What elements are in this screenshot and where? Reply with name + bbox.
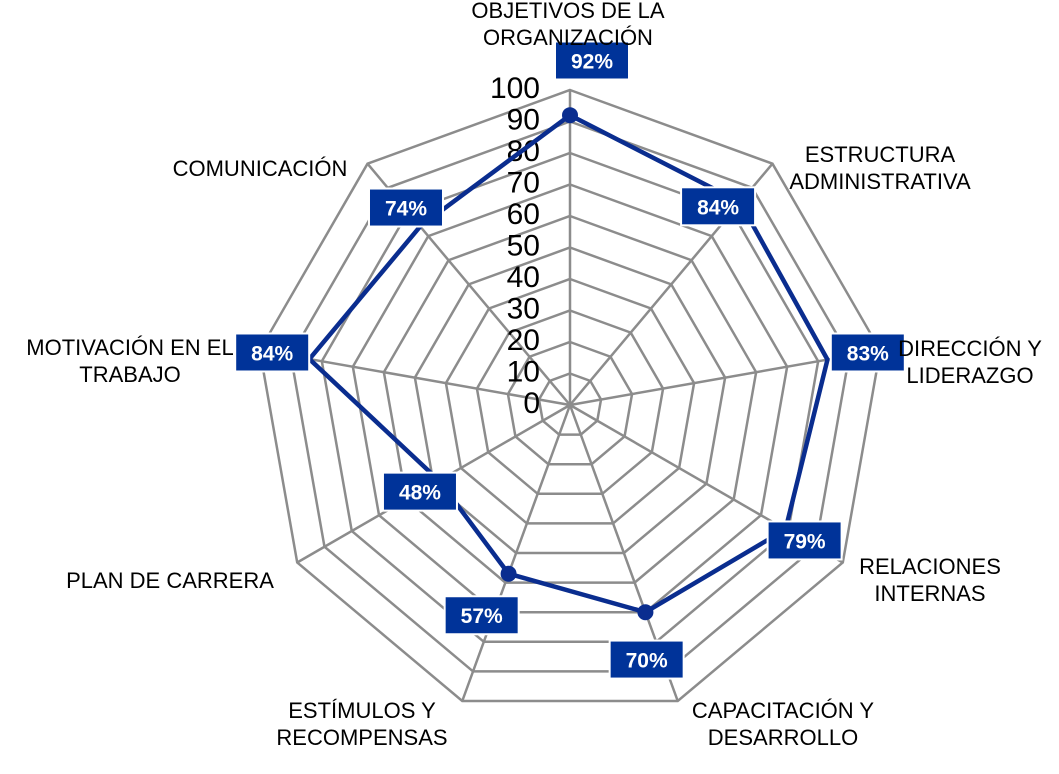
data-label-text: 74% [385, 198, 427, 221]
data-point [562, 107, 578, 124]
tick-label: 70 [507, 167, 540, 200]
data-label-box [381, 471, 458, 512]
data-label: 48% [381, 471, 458, 512]
grid-ring [444, 277, 696, 525]
data-point [637, 604, 654, 621]
data-point [500, 565, 517, 582]
tick-label: 0 [523, 387, 540, 420]
series-line [307, 112, 830, 615]
data-label: 92% [554, 40, 630, 81]
grid-ring [258, 88, 882, 703]
category-label: ESTRUCTURA ADMINISTRATIVA [789, 142, 971, 194]
data-label-box [766, 520, 843, 561]
grid-ring [506, 340, 634, 466]
tick-label: 50 [507, 230, 540, 263]
data-label: 57% [443, 595, 520, 636]
data-label-text: 92% [571, 51, 613, 74]
grid-ring [382, 214, 758, 584]
data-label-box [234, 332, 311, 373]
category-labels: OBJETIVOS DE LA ORGANIZACIÓN ESTRUCTURA ADM… [26, 0, 1042, 750]
tick-label: 90 [507, 104, 540, 137]
grid-ring [475, 309, 665, 496]
data-label-box [680, 186, 757, 227]
data-label: 83% [829, 332, 906, 373]
category-label: OBJETIVOS DE LA ORGANIZACIÓN [471, 0, 664, 50]
grid-ring [537, 372, 603, 436]
grid-ring [413, 246, 727, 555]
category-label: PLAN DE CARRERA [66, 568, 274, 593]
grid-spoke [461, 404, 572, 702]
data-label: 79% [766, 520, 843, 561]
data-label: 70% [608, 639, 685, 680]
grid-ring [351, 183, 789, 614]
data-series: 92% 84% 83% 79% 70% 57% 48% 84% 74% [234, 40, 906, 680]
tick-label: 100 [490, 72, 540, 105]
data-label-box [829, 332, 906, 373]
data-label-text: 84% [697, 196, 739, 219]
data-label-box [443, 595, 520, 636]
grid-ring [289, 120, 851, 673]
data-label-box [367, 187, 444, 228]
tick-label: 30 [507, 293, 540, 326]
category-label: DIRECCIÓN Y LIDERAZGO [898, 336, 1042, 388]
data-label-box [554, 40, 630, 81]
data-label: 84% [234, 332, 311, 373]
grid-ring [320, 151, 820, 644]
data-label-text: 83% [847, 342, 889, 365]
category-label: COMUNICACIÓN [173, 156, 348, 181]
data-label-text: 57% [461, 605, 503, 628]
data-label-text: 70% [626, 650, 668, 673]
tick-label: 10 [507, 356, 540, 389]
category-label: MOTIVACIÓN EN EL TRABAJO [26, 335, 233, 387]
category-label: RELACIONES INTERNAS [859, 554, 1001, 606]
data-label: 84% [680, 186, 757, 227]
category-label: CAPACITACIÓN Y DESARROLLO [692, 698, 874, 750]
radar-grid [258, 88, 882, 703]
tick-label: 60 [507, 198, 540, 231]
tick-label: 20 [507, 324, 540, 357]
data-label-text: 48% [399, 482, 441, 505]
tick-label: 40 [507, 261, 540, 294]
data-label: 74% [367, 187, 444, 228]
data-label-text: 84% [251, 342, 293, 365]
category-label: ESTÍMULOS Y RECOMPENSAS [276, 698, 447, 750]
data-label-box [608, 639, 685, 680]
data-label-text: 79% [784, 530, 826, 553]
